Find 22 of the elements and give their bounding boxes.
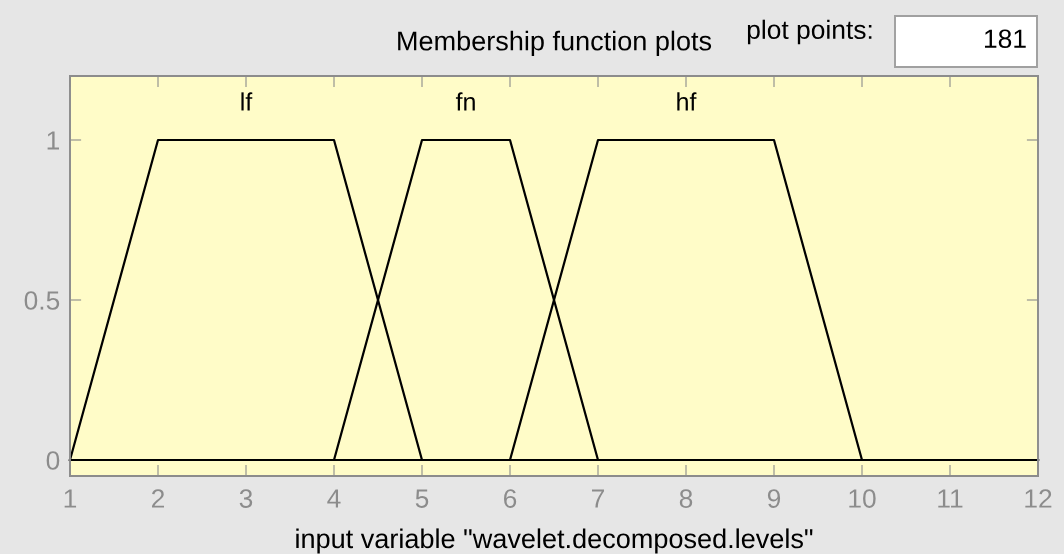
y-tick-label: 0: [46, 451, 60, 470]
chart-title: Membership function plots: [398, 30, 712, 56]
text: plot points:: [747, 19, 872, 45]
x-tick-label: 5: [415, 489, 429, 508]
x-tick-label: 11: [938, 489, 963, 508]
x-tick-label: 9: [767, 489, 781, 508]
x-axis-title: input variable "wavelet.decomposed.levels": [296, 528, 813, 554]
x-tick-label: 7: [592, 489, 605, 508]
y-tick-label: 1: [47, 131, 59, 150]
x-tick-label: 4: [327, 489, 341, 508]
x-tick-label: 1: [64, 489, 77, 508]
x-tick-label: 10: [849, 489, 876, 508]
x-tick-label: 2: [151, 489, 165, 508]
x-tick-label: 6: [504, 489, 517, 508]
x-tick-label: 12: [1025, 489, 1052, 508]
text: 181: [984, 29, 1026, 49]
x-tick-label: 8: [679, 489, 693, 508]
series-label: lf: [241, 92, 253, 111]
series-label: hf: [677, 92, 697, 111]
y-tick-label: 0.5: [24, 291, 60, 310]
x-tick-label: 3: [239, 489, 253, 508]
series-label: fn: [455, 92, 475, 111]
